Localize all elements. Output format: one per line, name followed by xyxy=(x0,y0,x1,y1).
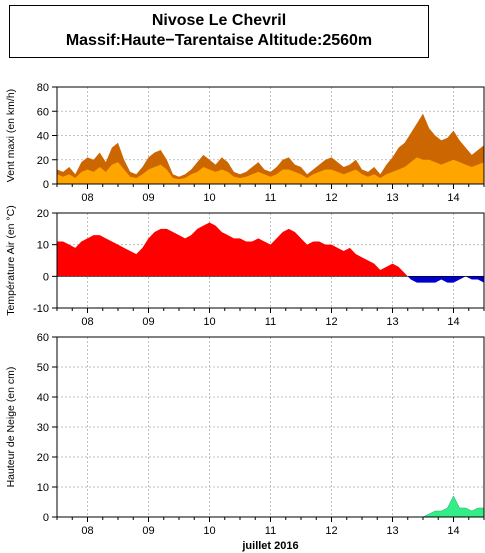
x-day-label: 10 xyxy=(203,525,215,537)
x-day-label: 11 xyxy=(265,316,276,328)
x-day-label: 12 xyxy=(325,316,337,328)
x-day-label: 12 xyxy=(325,525,337,537)
y-tick-label: 0 xyxy=(43,179,49,191)
chart-title-box: Nivose Le Chevril Massif:Haute−Tarentais… xyxy=(9,5,429,58)
y-tick-label: 0 xyxy=(43,512,49,524)
temperature-negative-area xyxy=(407,276,484,283)
y-tick-label: 50 xyxy=(37,362,49,374)
x-axis-label: juillet 2016 xyxy=(241,540,298,552)
chart-title: Nivose Le Chevril xyxy=(151,12,287,29)
x-day-label: 09 xyxy=(142,192,154,204)
x-day-label: 14 xyxy=(447,316,459,328)
y-tick-label: 20 xyxy=(37,208,49,220)
x-day-label: 08 xyxy=(81,525,93,537)
x-day-label: 08 xyxy=(81,316,93,328)
x-day-label: 10 xyxy=(203,192,215,204)
x-day-label: 14 xyxy=(447,192,459,204)
y-tick-label: 80 xyxy=(37,82,49,94)
y-tick-label: 0 xyxy=(43,271,49,283)
wind-mean-area xyxy=(57,157,484,184)
y-axis-label: Hauteur de Neige (en cm) xyxy=(5,367,17,488)
x-day-label: 13 xyxy=(386,316,398,328)
y-tick-label: 20 xyxy=(37,155,49,167)
y-tick-label: 30 xyxy=(37,422,49,434)
x-day-label: 11 xyxy=(265,525,276,537)
y-tick-label: 10 xyxy=(37,240,49,252)
y-tick-label: -10 xyxy=(33,303,49,315)
x-day-label: 10 xyxy=(203,316,215,328)
y-tick-label: 20 xyxy=(37,452,49,464)
panel-snow: 0 10 20 30 40 50 60 08 09 10 11 12 13 14 Hauteur de Ne… xyxy=(5,332,485,537)
x-day-label: 12 xyxy=(325,192,337,204)
y-tick-label: 60 xyxy=(37,332,49,344)
chart-subtitle: Massif:Haute−Tarentaise Altitude:2560m xyxy=(65,32,373,49)
x-day-label: 11 xyxy=(265,192,276,204)
x-day-label: 08 xyxy=(81,192,93,204)
x-day-label: 09 xyxy=(142,316,154,328)
x-day-label: 09 xyxy=(142,525,154,537)
y-tick-label: 60 xyxy=(37,106,49,118)
temperature-positive-area xyxy=(57,222,484,277)
x-day-label: 13 xyxy=(386,525,398,537)
y-tick-label: 40 xyxy=(37,392,49,404)
panel-temperature: -10 0 10 20 08 09 10 11 12 13 14 Température Air (e… xyxy=(5,205,485,328)
panel-wind: 0 20 40 60 80 08 09 10 11 12 13 14 Vent maxi (en km/… xyxy=(5,82,485,204)
wind-gust-area xyxy=(57,113,484,184)
y-tick-label: 10 xyxy=(37,482,49,494)
y-tick-label: 40 xyxy=(37,131,49,143)
y-axis-label: Température Air (en °C) xyxy=(5,205,17,315)
x-day-label: 13 xyxy=(386,192,398,204)
x-day-label: 14 xyxy=(447,525,459,537)
y-axis-label: Vent maxi (en km/h) xyxy=(5,89,17,182)
